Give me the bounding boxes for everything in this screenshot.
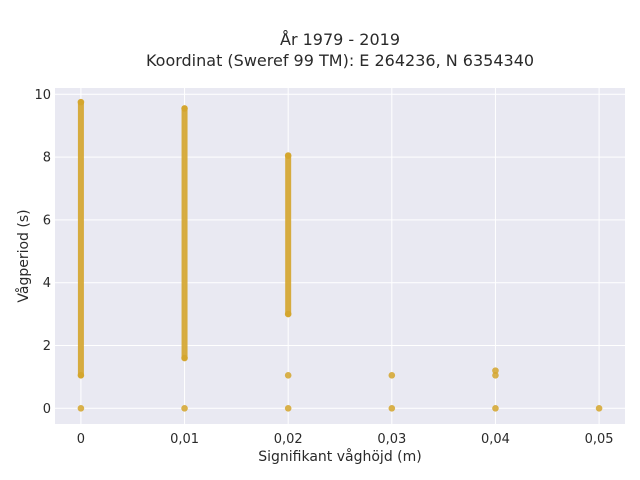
y-axis-title: Vågperiod (s)	[15, 209, 32, 302]
data-point	[77, 372, 85, 379]
x-tick-label: 0,01	[170, 432, 199, 447]
data-point	[284, 404, 292, 412]
data-point	[284, 310, 292, 318]
data-point	[284, 152, 292, 159]
x-axis-title: Signifikant våghöjd (m)	[258, 448, 421, 465]
data-point	[181, 354, 188, 362]
data-point	[77, 404, 85, 412]
data-point	[181, 105, 188, 112]
grid	[55, 88, 625, 424]
x-tick-label: 0	[77, 432, 85, 447]
data-point	[492, 367, 499, 374]
y-tick-label: 4	[43, 276, 51, 291]
data-point	[284, 372, 292, 379]
data-point	[388, 404, 396, 412]
data-point	[181, 404, 188, 412]
x-tick-label: 0,02	[274, 432, 303, 447]
y-tick-label: 10	[34, 88, 51, 103]
data-marks	[77, 98, 603, 412]
x-tick-label: 0,03	[377, 432, 406, 447]
x-tick-label: 0,05	[585, 432, 614, 447]
data-point	[492, 404, 499, 412]
data-point	[492, 372, 499, 379]
data-point	[388, 372, 396, 379]
y-tick-label: 0	[43, 402, 51, 417]
y-tick-label: 2	[43, 339, 51, 354]
chart-title-line-2: Koordinat (Sweref 99 TM): E 264236, N 63…	[146, 51, 534, 70]
y-tick-label: 8	[43, 151, 51, 166]
chart-title-line-1: År 1979 - 2019	[280, 30, 400, 49]
tick-labels: 0 0,01 0,02 0,03 0,04 0,05 0 2 4 6 8 10	[34, 88, 613, 447]
data-point	[77, 98, 85, 106]
x-tick-label: 0,04	[481, 432, 510, 447]
plot-area	[55, 88, 625, 424]
y-tick-label: 6	[43, 213, 51, 228]
data-point	[595, 404, 603, 412]
